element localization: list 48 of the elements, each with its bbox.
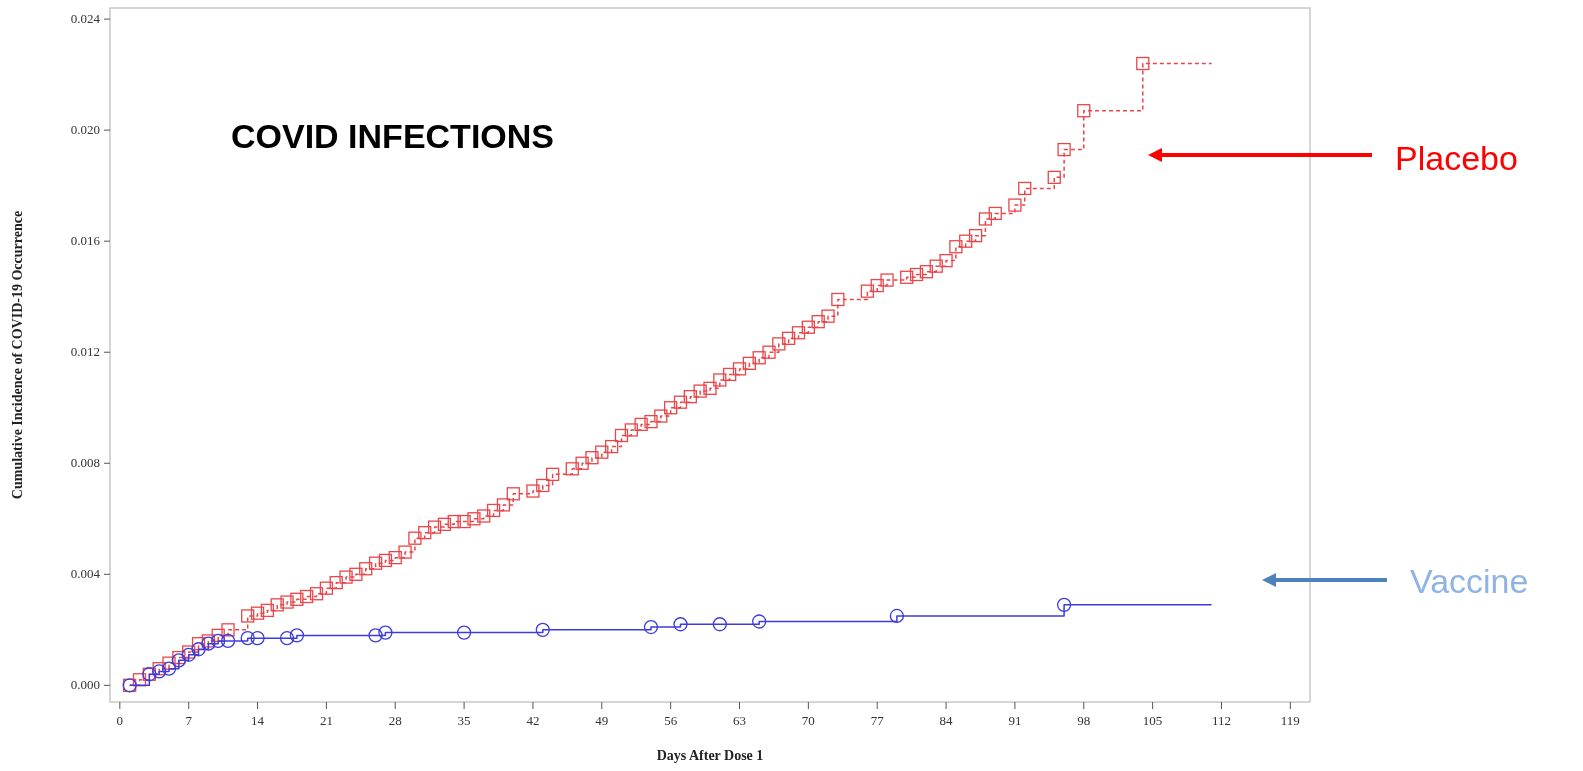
point (211, 633, 226, 649)
text: Placebo (1395, 139, 1518, 177)
point (643, 619, 659, 635)
point (712, 617, 727, 632)
x-tick-label: 7 (185, 713, 193, 728)
y-tick-label: 0.000 (70, 677, 100, 693)
point (368, 628, 383, 643)
x-tick-label: 49 (595, 713, 609, 728)
x-tick-label: 119 (1280, 713, 1300, 728)
x-tick-label: 28 (388, 713, 402, 728)
point (161, 661, 177, 676)
y-tick-label: 0.008 (70, 455, 100, 471)
point (378, 625, 393, 640)
x-tick-label: 91 (1008, 713, 1022, 728)
text: COVID INFECTIONS (231, 117, 555, 155)
point (289, 628, 305, 643)
point (191, 642, 206, 657)
point (279, 631, 295, 646)
point (889, 608, 905, 624)
x-tick-label: 105 (1142, 713, 1163, 728)
point (535, 622, 550, 637)
point (673, 617, 688, 632)
x-tick-label: 63 (733, 713, 747, 728)
x-tick-label: 77 (870, 713, 885, 728)
x-tick-label: 14 (251, 713, 265, 728)
text: Vaccine (1410, 562, 1529, 600)
x-axis-title: Days After Dose 1 (656, 748, 764, 763)
point (456, 625, 472, 640)
x-tick-label: 112 (1211, 713, 1231, 728)
point (220, 633, 236, 649)
y-tick-label: 0.004 (70, 566, 101, 582)
point (1056, 597, 1072, 612)
x-tick-label: 21 (319, 713, 333, 728)
x-tick-label: 70 (801, 713, 815, 728)
x-tick-label: 56 (664, 713, 678, 728)
y-tick-label: 0.024 (70, 11, 101, 27)
x-tick-label: 84 (939, 713, 954, 728)
x-tick-label: 42 (526, 713, 540, 728)
point (752, 614, 767, 629)
x-tick-label: 35 (457, 713, 471, 728)
x-tick-label: 98 (1077, 713, 1091, 728)
y-tick-label: 0.020 (70, 122, 100, 138)
y-tick-label: 0.012 (70, 344, 100, 360)
x-tick-label: 0 (116, 713, 124, 728)
y-tick-label: 0.016 (70, 233, 101, 249)
point (240, 631, 255, 646)
point (250, 631, 265, 646)
y-axis-title: Cumulative Incidence of COVID-19 Occurrence (10, 210, 25, 500)
